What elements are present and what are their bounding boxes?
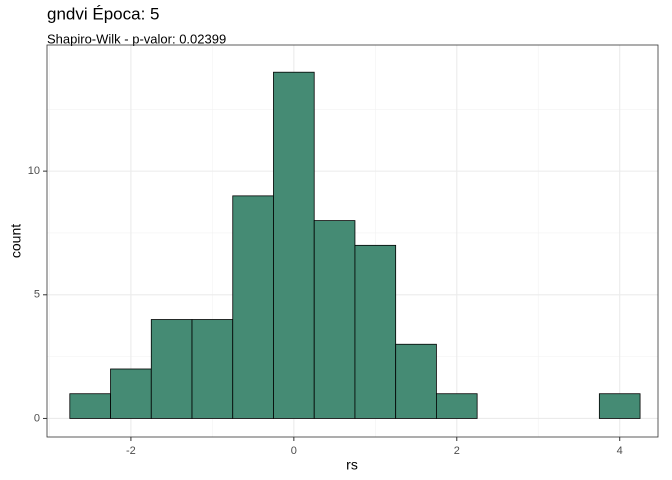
panel-border [46, 44, 659, 438]
x-tick-label: -2 [126, 445, 136, 457]
x-axis-label: rs [346, 457, 358, 473]
histogram-bar [191, 319, 234, 419]
histogram-bar [150, 319, 193, 419]
histogram-bar [69, 393, 111, 419]
histogram-bar [313, 220, 356, 419]
histogram-bar [232, 195, 274, 419]
y-axis-label: count [8, 224, 24, 258]
histogram-bar [436, 393, 478, 419]
chart-title: gndvi Época: 5 [47, 4, 159, 23]
x-tick-label: 0 [291, 445, 297, 457]
y-tick-label: 10 [28, 165, 40, 177]
chart-subtitle: Shapiro-Wilk - p-valor: 0.02399 [47, 31, 226, 46]
x-tick-label: 2 [454, 445, 460, 457]
x-tick-label: 4 [617, 445, 623, 457]
histogram-bar [273, 71, 315, 419]
histogram-bar [354, 244, 397, 419]
y-tick-label: 0 [34, 412, 40, 424]
histogram-bar [110, 368, 152, 419]
histogram-bar [395, 343, 437, 419]
y-tick-label: 5 [34, 289, 40, 301]
histogram-bar [598, 393, 641, 419]
